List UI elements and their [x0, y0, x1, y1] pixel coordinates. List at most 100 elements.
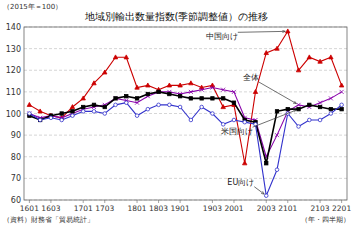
point — [92, 81, 96, 85]
series-label: 全体 — [243, 73, 259, 82]
x-tick — [212, 200, 213, 203]
point — [178, 95, 181, 98]
x-tick-label: 1603 — [41, 204, 60, 213]
point — [92, 103, 95, 106]
x-tick — [233, 200, 234, 203]
point — [135, 97, 138, 100]
label-arrow — [259, 82, 297, 104]
x-tick-label: 2101 — [278, 204, 297, 213]
point — [146, 107, 150, 111]
x-tick — [158, 200, 159, 203]
point — [308, 118, 312, 122]
source-note: （資料）財務省「貿易統計」 — [3, 216, 94, 224]
plot-area — [27, 29, 344, 198]
x-tick-label: 1703 — [95, 204, 114, 213]
grid-line — [24, 156, 347, 157]
point — [318, 105, 321, 108]
x-tick — [29, 200, 30, 203]
point — [92, 110, 96, 114]
point — [297, 107, 300, 110]
point — [27, 112, 31, 116]
x-tick — [266, 200, 267, 203]
point — [38, 109, 42, 113]
point — [38, 118, 41, 121]
point — [232, 118, 236, 122]
point — [135, 101, 139, 105]
point — [124, 55, 128, 59]
x-tick — [341, 200, 342, 203]
x-tick-label: 2001 — [224, 204, 243, 213]
point — [211, 112, 215, 116]
point — [27, 102, 31, 106]
point — [71, 114, 75, 118]
point — [211, 97, 214, 100]
point — [329, 55, 333, 59]
x-tick — [104, 200, 105, 203]
point — [135, 85, 139, 89]
point — [232, 90, 236, 94]
point — [124, 101, 128, 105]
point — [114, 97, 117, 100]
point — [340, 107, 343, 110]
point — [82, 105, 85, 108]
grid-line — [24, 91, 347, 92]
point — [275, 168, 279, 172]
y-tick-label: 110 — [6, 88, 21, 97]
point — [81, 110, 85, 114]
point — [275, 110, 278, 113]
x-tick — [50, 200, 51, 203]
point — [339, 83, 343, 87]
point — [200, 97, 203, 100]
point — [221, 97, 224, 100]
point — [221, 105, 225, 109]
x-tick-label: 1803 — [149, 204, 168, 213]
y-tick-label: 80 — [11, 153, 21, 162]
point — [189, 81, 193, 85]
x-tick-label: 1801 — [128, 204, 147, 213]
point — [308, 103, 311, 106]
x-tick — [287, 200, 288, 203]
point — [286, 107, 289, 110]
x-tick — [137, 200, 138, 203]
point — [189, 97, 192, 100]
x-tick-label: 2103 — [311, 204, 330, 213]
point — [275, 46, 279, 50]
point — [253, 89, 257, 93]
point — [329, 96, 333, 100]
x-tick — [83, 200, 84, 203]
point — [275, 133, 279, 137]
point — [103, 105, 106, 108]
point — [264, 51, 268, 55]
point — [297, 103, 301, 107]
point — [318, 59, 322, 63]
point — [146, 92, 149, 95]
point — [318, 101, 322, 105]
grid-line — [24, 178, 347, 179]
series-line — [29, 103, 341, 196]
grid-line — [24, 135, 347, 136]
point — [232, 101, 235, 104]
point — [297, 125, 301, 129]
x-tick-label: 1701 — [74, 204, 93, 213]
plot-frame — [24, 27, 347, 200]
point — [178, 105, 182, 109]
x-tick — [180, 200, 181, 203]
x-tick-label: 1601 — [20, 204, 39, 213]
grid-line — [24, 48, 347, 49]
series-label: 米国向け — [221, 127, 253, 136]
point — [103, 112, 107, 116]
point — [221, 123, 225, 127]
point — [243, 161, 247, 165]
x-tick-label: 1903 — [203, 204, 222, 213]
point — [114, 103, 118, 107]
point — [340, 90, 344, 94]
title: 地域別輸出数量指数(季節調整値）の推移 — [84, 11, 269, 22]
x-tick-label: 2003 — [257, 204, 276, 213]
subtitle: （2015年＝100） — [3, 3, 62, 11]
axis-note: （年・四半期） — [301, 216, 350, 224]
label-arrow — [253, 110, 297, 127]
point — [265, 162, 268, 165]
point — [125, 95, 128, 98]
point — [168, 92, 171, 95]
point — [114, 96, 118, 100]
